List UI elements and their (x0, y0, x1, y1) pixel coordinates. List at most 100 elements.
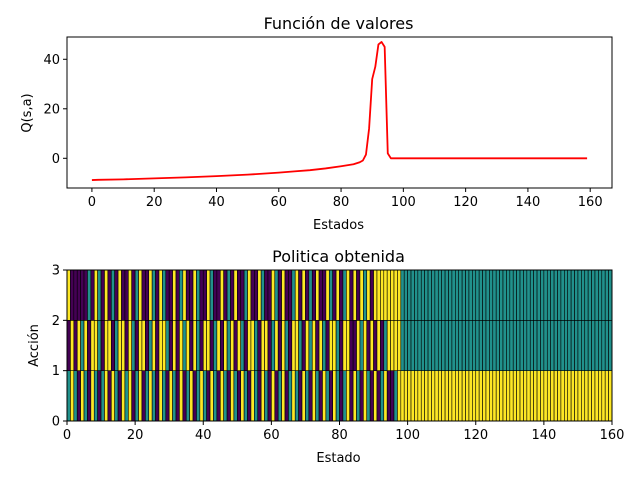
policy-cell (400, 370, 405, 422)
policy-cell (478, 320, 483, 371)
policy-cell (202, 269, 207, 321)
policy-cell (114, 320, 119, 371)
policy-cell (294, 269, 299, 321)
policy-cell (601, 269, 606, 321)
policy-cell (546, 320, 551, 371)
policy-cell (574, 269, 579, 321)
x-tick-label: 120 (463, 428, 488, 443)
policy-cell (553, 269, 558, 321)
policy-cell (219, 370, 224, 422)
x-tick-label: 20 (146, 195, 163, 210)
policy-cell (87, 320, 92, 371)
policy-cell (475, 370, 480, 422)
policy-cell (145, 370, 150, 422)
x-tick-label: 140 (516, 195, 541, 210)
policy-cell (308, 320, 313, 371)
policy-cell (138, 370, 143, 422)
policy-cell (386, 370, 391, 422)
policy-cell (366, 320, 371, 371)
policy-cell (311, 370, 316, 422)
policy-cell (185, 370, 190, 422)
policy-cell (465, 320, 470, 371)
value-chart-title: Función de valores (264, 14, 414, 33)
policy-cell (383, 370, 388, 422)
policy-cell (587, 320, 592, 371)
policy-cell (162, 370, 167, 422)
policy-cell (598, 370, 603, 422)
policy-cell (128, 320, 133, 371)
policy-cell (482, 370, 487, 422)
policy-cell (114, 269, 119, 321)
policy-cell (93, 320, 98, 371)
policy-cell (373, 320, 378, 371)
policy-cell (107, 269, 112, 321)
policy-cell (349, 269, 354, 321)
policy-cell (550, 370, 555, 422)
policy-cell (492, 269, 497, 321)
policy-cell (489, 320, 494, 371)
policy-cell (315, 269, 320, 321)
policy-cell (233, 320, 238, 371)
y-tick-label: 1 (52, 364, 60, 379)
policy-cell (305, 370, 310, 422)
policy-cell (155, 269, 160, 321)
policy-cell (254, 269, 259, 321)
policy-cell (363, 269, 368, 321)
policy-cell (526, 269, 531, 321)
policy-cell (104, 320, 109, 371)
policy-cell (417, 370, 422, 422)
policy-cell (66, 320, 71, 371)
policy-cell (403, 320, 408, 371)
policy-cell (260, 269, 265, 321)
policy-cell (560, 370, 565, 422)
policy-cell (264, 269, 269, 321)
policy-cell (325, 269, 330, 321)
policy-cell (301, 320, 306, 371)
policy-cell (301, 370, 306, 422)
policy-cell (134, 320, 139, 371)
policy-cell (128, 269, 133, 321)
policy-cell (352, 370, 357, 422)
x-tick-label: 0 (63, 428, 71, 443)
policy-cell (315, 320, 320, 371)
policy-cell (202, 320, 207, 371)
policy-cell (533, 320, 538, 371)
policy-cell (83, 269, 88, 321)
policy-cell (485, 320, 490, 371)
policy-cell (604, 269, 609, 321)
policy-cell (393, 320, 398, 371)
policy-cell (250, 269, 255, 321)
policy-cell (424, 370, 429, 422)
policy-cell (397, 320, 402, 371)
policy-cell (199, 320, 204, 371)
policy-cell (87, 370, 92, 422)
policy-cell (564, 269, 569, 321)
policy-cell (468, 320, 473, 371)
policy-cell (380, 269, 385, 321)
policy-cell (328, 320, 333, 371)
policy-cell (359, 320, 364, 371)
policy-cell (182, 370, 187, 422)
policy-cell (489, 370, 494, 422)
policy-cell (179, 370, 184, 422)
policy-cell (577, 269, 582, 321)
policy-y-ticks: 0 1 2 3 (52, 264, 67, 430)
policy-cell (356, 269, 361, 321)
policy-cell (339, 269, 344, 321)
policy-cell (223, 370, 228, 422)
policy-cell (233, 370, 238, 422)
policy-cell (141, 269, 146, 321)
policy-cell (557, 320, 562, 371)
policy-cell (311, 269, 316, 321)
policy-cell (577, 320, 582, 371)
policy-cell (131, 320, 136, 371)
policy-cell (390, 269, 395, 321)
policy-cell (145, 269, 150, 321)
policy-cell (134, 370, 139, 422)
policy-cell (550, 269, 555, 321)
policy-cell (472, 320, 477, 371)
policy-cell (414, 320, 419, 371)
policy-cell (598, 269, 603, 321)
policy-cell (162, 269, 167, 321)
